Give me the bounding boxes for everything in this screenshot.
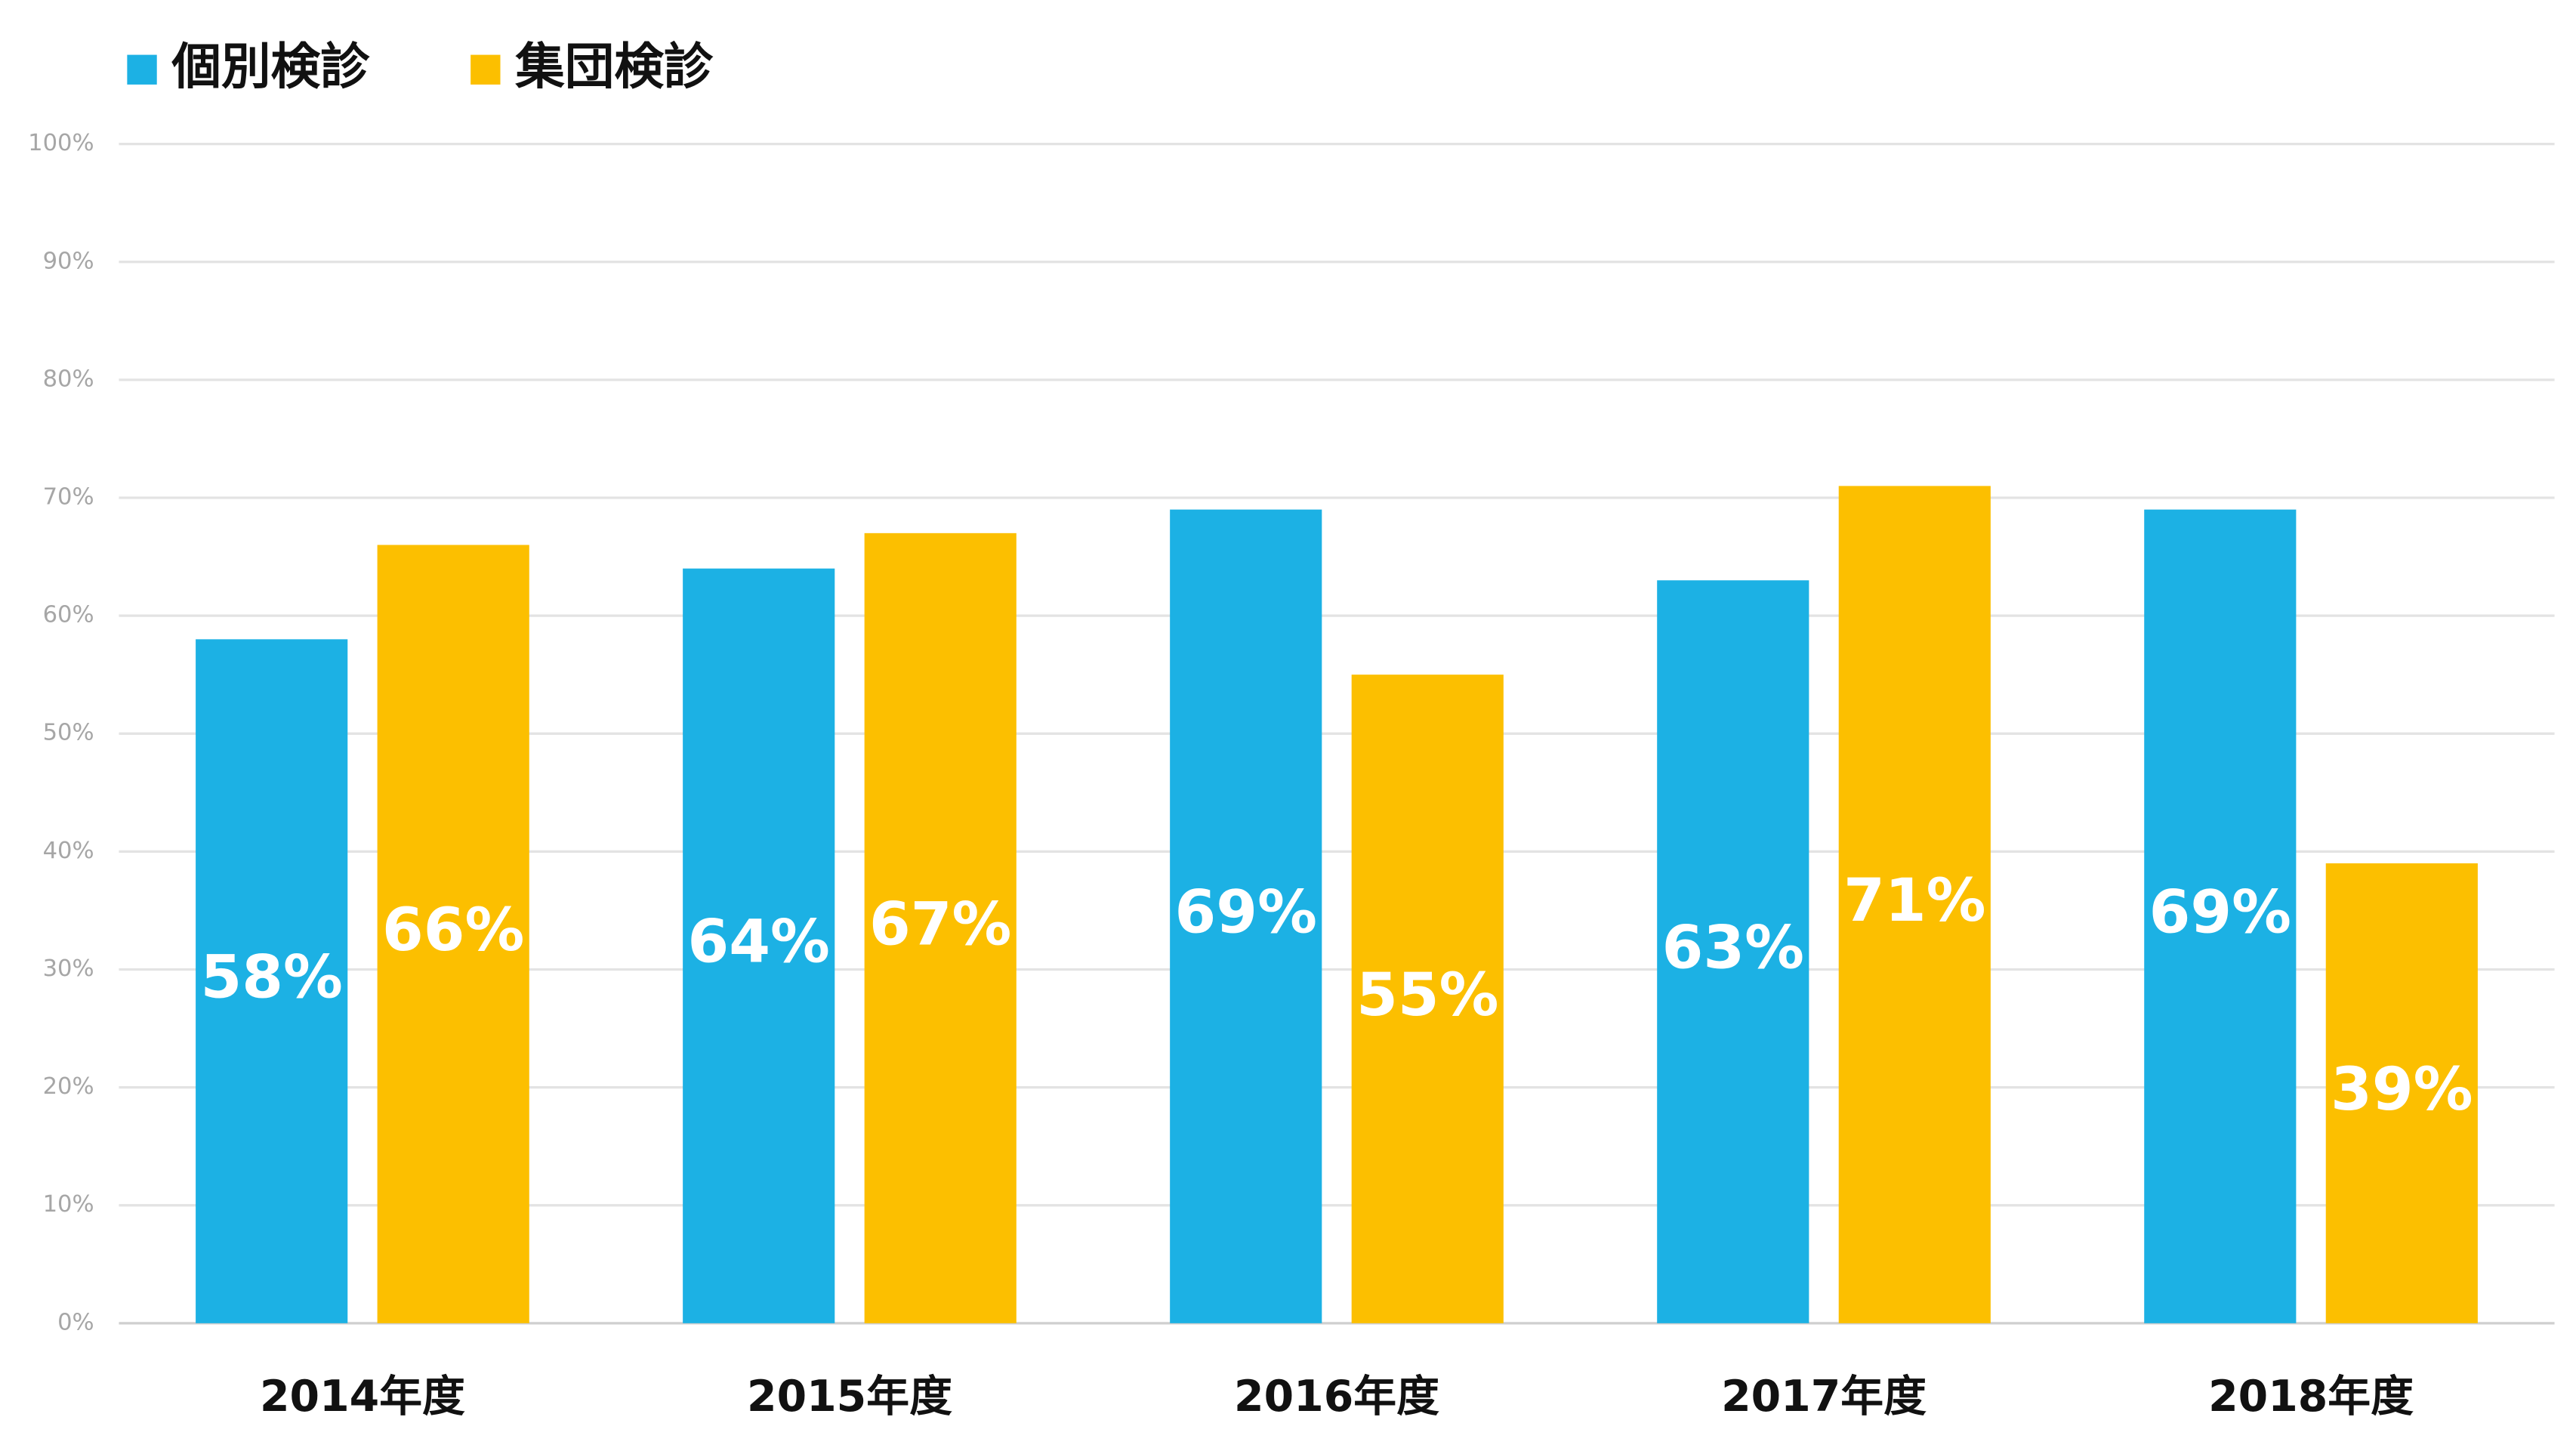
legend-label: 個別検診 [171,38,370,95]
y-tick-label: 60% [43,602,94,628]
bar [2144,509,2297,1323]
x-tick-label: 2014年度 [260,1372,465,1422]
y-tick-label: 80% [43,366,94,392]
x-tick-label: 2018年度 [2208,1372,2414,1422]
bar [196,639,348,1323]
x-tick-label: 2016年度 [1234,1372,1439,1422]
value-label: 55% [1356,960,1498,1030]
y-tick-label: 50% [43,720,94,746]
y-tick-label: 0% [57,1309,94,1335]
bar [1351,675,1504,1323]
x-tick-label: 2017年度 [1721,1372,1927,1422]
value-label: 64% [688,907,830,977]
value-label: 66% [382,895,524,965]
legend-swatch [470,54,501,85]
legend-swatch [127,54,157,85]
bar [1838,486,1991,1323]
value-label: 67% [869,889,1011,959]
bar [377,545,529,1323]
value-label: 39% [2331,1054,2473,1124]
y-tick-label: 100% [28,130,94,156]
value-label: 63% [1662,913,1804,983]
y-tick-label: 40% [43,838,94,864]
x-tick-label: 2015年度 [747,1372,952,1422]
value-label: 71% [1843,866,1985,935]
bar [1170,509,1322,1323]
y-tick-label: 90% [43,248,94,274]
y-tick-label: 10% [43,1191,94,1218]
legend-label: 集団検診 [514,38,714,95]
bar [864,533,1017,1323]
value-label: 69% [2149,878,2291,947]
value-label: 69% [1175,878,1317,947]
y-tick-label: 20% [43,1073,94,1100]
y-tick-label: 30% [43,955,94,982]
value-label: 58% [200,943,342,1012]
bar [683,568,835,1323]
bar [1657,580,1809,1323]
bar [2325,863,2478,1323]
y-tick-label: 70% [43,484,94,511]
